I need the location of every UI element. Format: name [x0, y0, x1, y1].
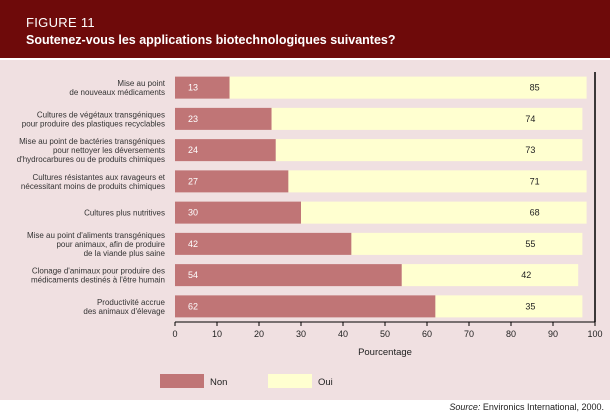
x-axis-title: Pourcentage: [358, 347, 412, 358]
data-label-oui-0: 85: [530, 83, 540, 93]
source-note: Source: Environics International, 2000.: [449, 402, 604, 412]
data-label-non-4: 30: [188, 208, 198, 218]
x-tick-label-60: 60: [422, 329, 432, 339]
category-label-1-0: Cultures de végétaux transgéniques: [37, 110, 165, 119]
bar-non-5: [175, 232, 352, 255]
legend-label-oui: Oui: [318, 377, 333, 388]
x-tick-label-80: 80: [506, 329, 516, 339]
bar-non-0: [175, 76, 230, 99]
category-label-4-0: Cultures plus nutritives: [84, 209, 165, 218]
category-label-6-0: Clonage d'animaux pour produire des: [32, 267, 165, 276]
source-text: Environics International, 2000.: [480, 402, 604, 412]
bar-oui-7: [435, 295, 583, 318]
bar-oui-0: [229, 76, 587, 99]
x-tick-label-70: 70: [464, 329, 474, 339]
data-label-non-1: 23: [188, 114, 198, 124]
x-tick-label-10: 10: [212, 329, 222, 339]
category-label-3-1: nécessitant moins de produits chimiques: [21, 182, 165, 191]
figure-header: FIGURE 11 Soutenez-vous les applications…: [0, 0, 610, 58]
category-label-2-1: pour nettoyer les déversements: [53, 146, 165, 155]
data-label-oui-7: 35: [525, 301, 535, 311]
data-label-oui-2: 73: [525, 145, 535, 155]
data-label-non-6: 54: [188, 270, 198, 280]
category-label-1-1: pour produire des plastiques recyclables: [22, 119, 165, 128]
bar-oui-2: [275, 139, 583, 162]
x-tick-label-30: 30: [296, 329, 306, 339]
data-label-non-0: 13: [188, 83, 198, 93]
bar-oui-4: [301, 201, 587, 224]
category-label-0-1: de nouveaux médicaments: [69, 88, 165, 97]
source-prefix: Source:: [449, 402, 481, 412]
data-label-oui-1: 74: [525, 114, 535, 124]
bar-non-1: [175, 107, 272, 130]
x-tick-label-50: 50: [380, 329, 390, 339]
x-tick-label-0: 0: [172, 329, 177, 339]
category-label-2-0: Mise au point de bactéries transgéniques: [19, 137, 165, 146]
bar-oui-5: [351, 232, 583, 255]
category-label-2-2: d'hydrocarbures ou de produits chimiques: [17, 155, 165, 164]
category-label-7-0: Productivité accrue: [97, 298, 166, 307]
category-label-7-1: des animaux d'élevage: [83, 307, 165, 316]
x-tick-label-40: 40: [338, 329, 348, 339]
data-label-oui-3: 71: [530, 176, 540, 186]
category-label-5-1: pour animaux, afin de produire: [56, 240, 165, 249]
x-tick-label-20: 20: [254, 329, 264, 339]
data-label-non-2: 24: [188, 145, 198, 155]
x-tick-label-90: 90: [548, 329, 558, 339]
legend-swatch-non: [160, 374, 204, 388]
category-label-3-0: Cultures résistantes aux ravageurs et: [32, 173, 165, 182]
bar-non-4: [175, 201, 301, 224]
category-label-5-2: de la viande plus saine: [84, 249, 166, 258]
bar-non-3: [175, 170, 289, 193]
figure-number: FIGURE 11: [26, 15, 95, 30]
bar-oui-3: [288, 170, 587, 193]
bar-non-2: [175, 139, 276, 162]
bar-non-6: [175, 264, 402, 287]
category-label-6-1: médicaments destinés à l'être humain: [31, 276, 165, 285]
category-label-5-0: Mise au point d'aliments transgéniques: [27, 231, 165, 240]
bar-oui-1: [271, 107, 583, 130]
data-label-oui-5: 55: [525, 239, 535, 249]
bar-oui-6: [401, 264, 579, 287]
category-label-0-0: Mise au point: [117, 79, 165, 88]
figure-title: Soutenez-vous les applications biotechno…: [26, 33, 396, 47]
x-tick-label-100: 100: [587, 329, 602, 339]
data-label-oui-6: 42: [521, 270, 531, 280]
data-label-non-7: 62: [188, 301, 198, 311]
legend-label-non: Non: [210, 377, 227, 388]
legend-swatch-oui: [268, 374, 312, 388]
data-label-non-5: 42: [188, 239, 198, 249]
bar-non-7: [175, 295, 436, 318]
data-label-non-3: 27: [188, 176, 198, 186]
data-label-oui-4: 68: [530, 208, 540, 218]
